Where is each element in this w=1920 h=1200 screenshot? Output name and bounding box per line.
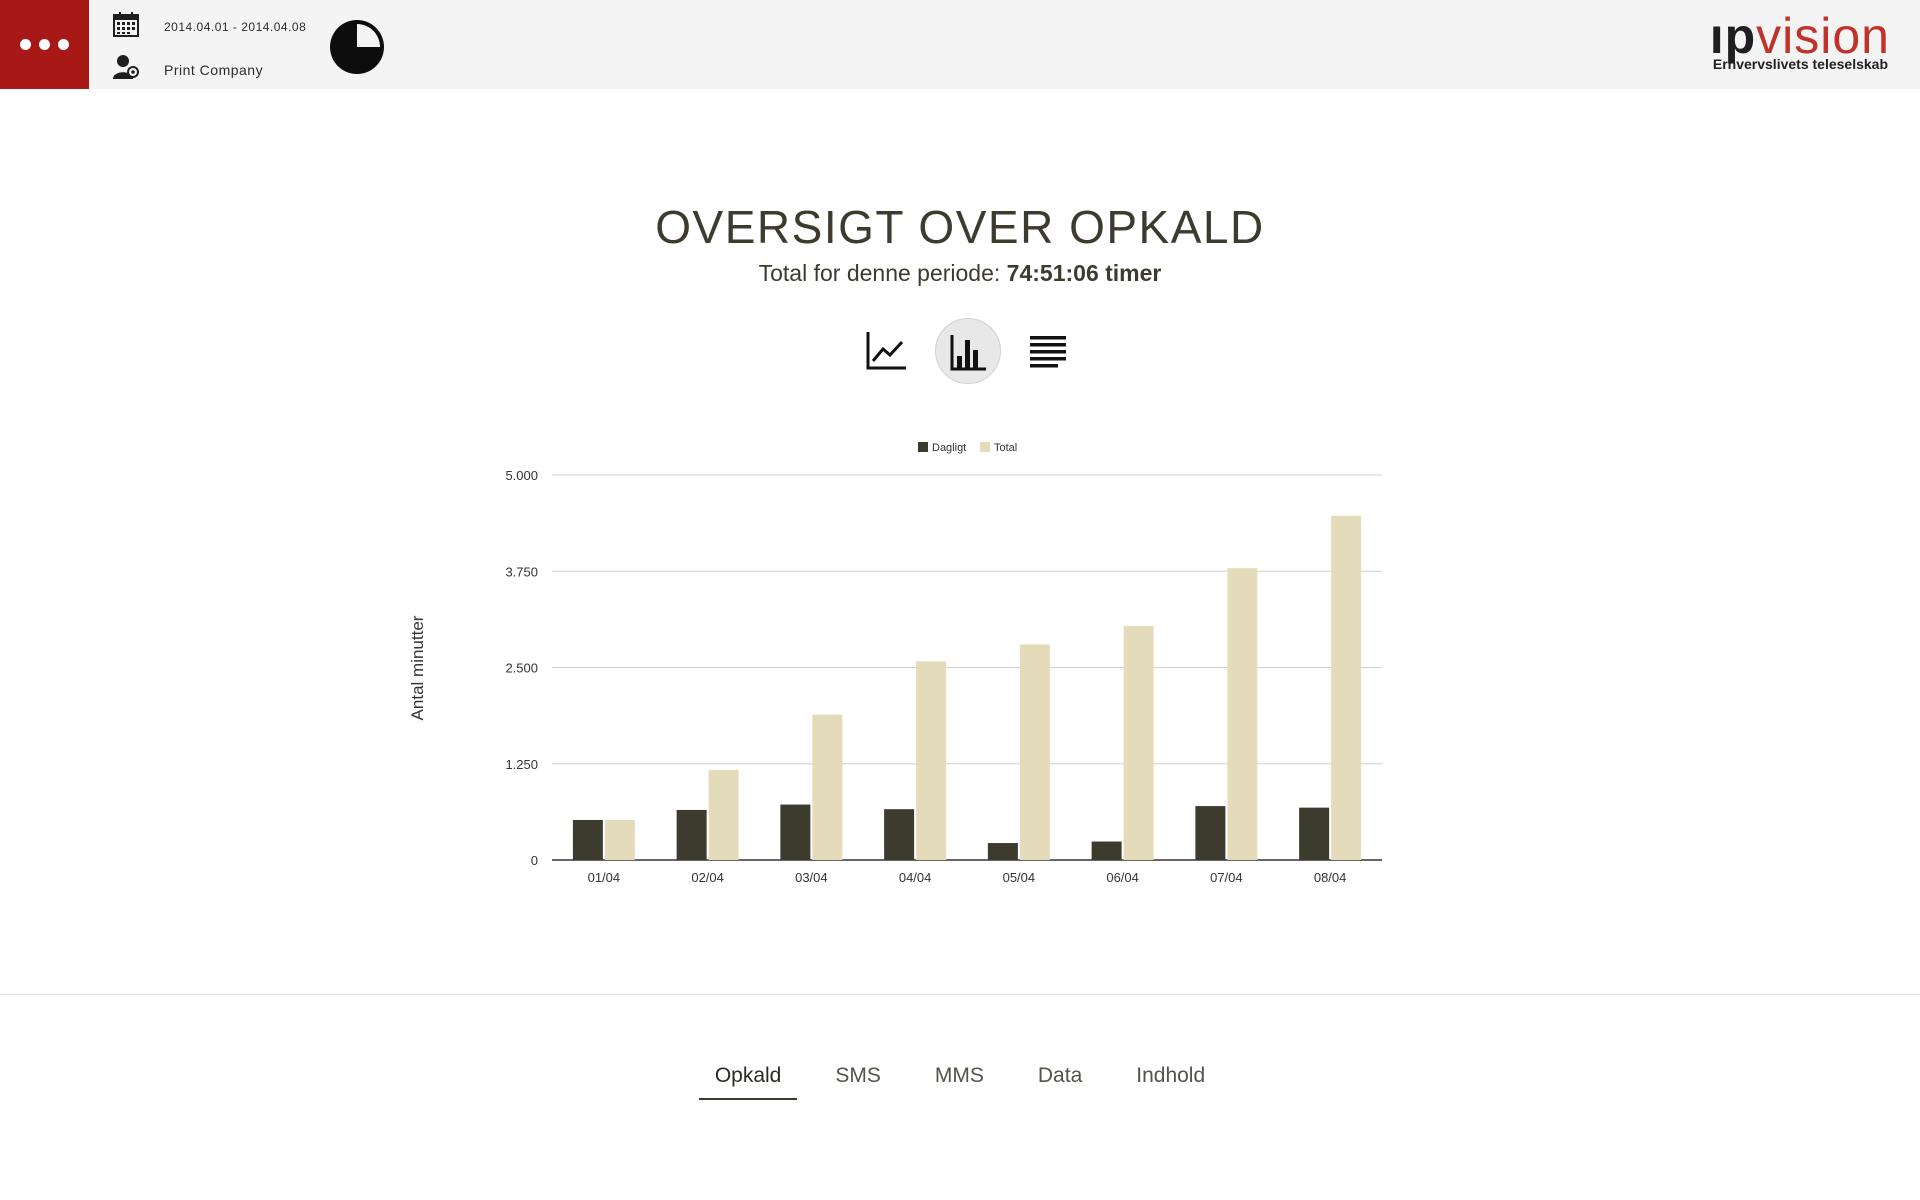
view-switch	[0, 318, 1920, 384]
bar-chart-view-button[interactable]	[935, 318, 1001, 384]
page-title: OVERSIGT OVER OPKALD	[655, 201, 1265, 253]
y-axis-label: Antal minutter	[408, 615, 427, 720]
tab-opkald[interactable]: Opkald	[698, 1064, 798, 1100]
pie-chart-icon[interactable]	[328, 18, 386, 76]
period-total-label: Total for denne periode:	[758, 260, 1007, 286]
bar-total-05-04	[1019, 644, 1050, 860]
bar-chart-icon	[950, 335, 986, 371]
bar-total-03-04	[812, 714, 843, 860]
y-tick-label: 3.750	[505, 564, 538, 579]
period-total-value: 74:51:06 timer	[1006, 260, 1162, 286]
menu-button[interactable]	[0, 0, 89, 89]
bar-dagligt-03-04	[780, 804, 811, 860]
menu-dot	[20, 39, 31, 50]
menu-dot	[39, 39, 50, 50]
bar-dagligt-06-04	[1091, 841, 1122, 860]
footer-divider	[0, 994, 1920, 995]
bar-dagligt-02-04	[676, 809, 707, 860]
user-settings-icon[interactable]	[112, 53, 140, 81]
x-tick-label: 05/04	[1003, 870, 1036, 885]
tab-mms[interactable]: MMS	[934, 1064, 984, 1087]
y-tick-label: 2.500	[505, 661, 538, 676]
bar-total-01-04	[604, 819, 635, 860]
ipvision-logo: ıpvision Erhvervslivets teleselskab	[1680, 10, 1890, 80]
y-tick-label: 0	[531, 853, 538, 868]
period-total: Total for denne periode: 74:51:06 timer	[0, 260, 1920, 287]
bar-dagligt-07-04	[1195, 806, 1226, 860]
top-bar: 2014.04.01 - 2014.04.08 Print Company ıp…	[0, 0, 1920, 89]
line-chart-view-button[interactable]	[854, 318, 918, 382]
x-tick-label: 04/04	[899, 870, 932, 885]
bar-dagligt-05-04	[987, 843, 1018, 860]
bar-dagligt-04-04	[884, 809, 915, 860]
category-tabs: Opkald SMS MMS Data Indhold	[0, 1064, 1920, 1100]
bar-dagligt-08-04	[1299, 807, 1330, 860]
tab-sms[interactable]: SMS	[835, 1064, 881, 1087]
legend-swatch-total	[980, 442, 990, 452]
line-chart-icon	[866, 332, 906, 370]
table-view-button[interactable]	[1016, 318, 1080, 382]
bar-total-07-04	[1227, 568, 1258, 860]
x-tick-label: 08/04	[1314, 870, 1347, 885]
bar-total-06-04	[1123, 625, 1154, 860]
logo-tagline: Erhvervslivets teleselskab	[1712, 56, 1888, 72]
y-tick-label: 1.250	[505, 757, 538, 772]
x-tick-label: 02/04	[691, 870, 724, 885]
x-tick-label: 03/04	[795, 870, 828, 885]
tab-data[interactable]: Data	[1037, 1064, 1083, 1087]
legend-label-dagligt: Dagligt	[932, 442, 966, 454]
bar-dagligt-01-04	[572, 819, 603, 860]
bar-total-02-04	[708, 769, 739, 860]
legend-label-total: Total	[994, 442, 1017, 454]
table-icon	[1030, 336, 1066, 368]
calendar-icon[interactable]	[112, 10, 140, 38]
legend-swatch-dagligt	[918, 442, 928, 452]
x-tick-label: 07/04	[1210, 870, 1243, 885]
x-tick-label: 06/04	[1106, 870, 1139, 885]
calls-bar-chart: 0 1.250 2.500 3.750 5.000 Antal minutter 01/04…	[408, 442, 1382, 885]
company-name[interactable]: Print Company	[164, 62, 264, 78]
logo-wordmark: ıpvision	[1709, 8, 1890, 64]
y-tick-label: 5.000	[505, 468, 538, 483]
tab-indhold[interactable]: Indhold	[1136, 1064, 1206, 1087]
bar-total-08-04	[1331, 515, 1362, 860]
date-range[interactable]: 2014.04.01 - 2014.04.08	[164, 20, 307, 34]
menu-dot	[58, 39, 69, 50]
bar-total-04-04	[916, 661, 947, 860]
x-tick-label: 01/04	[588, 870, 621, 885]
